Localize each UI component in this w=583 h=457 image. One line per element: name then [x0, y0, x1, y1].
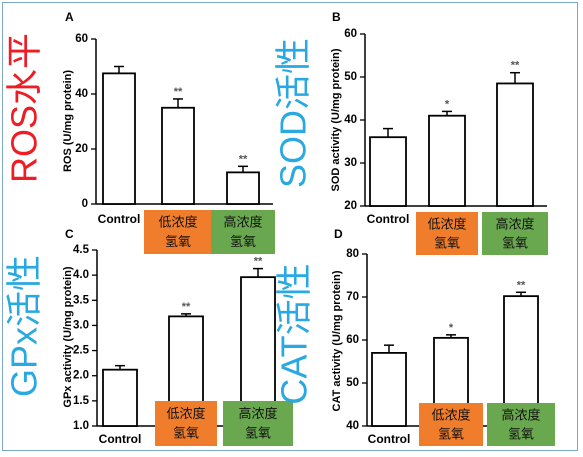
y-tick-label: 30 — [344, 157, 357, 169]
y-tick-label: 3.0 — [73, 319, 89, 331]
y-tick-label: 70 — [346, 291, 359, 303]
high-concentration-box — [211, 210, 275, 254]
bar — [102, 72, 136, 205]
low-concentration-box — [144, 210, 212, 254]
y-tick-label: 2.5 — [73, 345, 90, 357]
category-label: 氢氧 — [438, 426, 464, 441]
high-concentration-box — [482, 212, 548, 255]
panel-c: C GPx活性 GPx activity (U/mg protein) 1.0 1.5 2… — [4, 227, 293, 446]
y-axis-title: CAT activity (U/mg protein) — [331, 270, 343, 411]
panel-d: D CAT活性 CAT activity (U/mg protein)40 50 60 7… — [274, 227, 555, 446]
bar — [371, 351, 407, 427]
y-tick-label: 4.5 — [73, 244, 90, 256]
panel-a: A ROS水平 ROS (U/mg protein) 0 20 40 60 Control **… — [4, 10, 275, 254]
y-tick-label: 20 — [75, 143, 88, 155]
category-label: 低浓度 — [431, 407, 470, 422]
panel-letter: B — [332, 10, 341, 24]
y-tick-label: 60 — [344, 28, 357, 40]
panel-letter: C — [65, 227, 74, 241]
category-label: Control — [368, 432, 411, 446]
category-label: 低浓度 — [427, 216, 466, 231]
bar — [161, 106, 195, 205]
category-label: 氢氧 — [502, 235, 528, 250]
category-label: 氢氧 — [508, 426, 534, 441]
low-concentration-box — [155, 401, 217, 446]
y-tick-label: 20 — [344, 200, 357, 212]
y-axis-title: ROS (U/mg protein) — [62, 70, 74, 172]
panel-letter: D — [334, 227, 343, 241]
bar — [496, 82, 534, 207]
y-tick-label: 60 — [75, 33, 88, 45]
category-label: 高浓度 — [495, 216, 534, 231]
high-concentration-box — [223, 401, 293, 446]
y-tick-label: 2.0 — [73, 370, 89, 382]
significance-label: ** — [174, 86, 183, 98]
y-tick-label: 3.5 — [73, 294, 90, 306]
category-label: 氢氧 — [230, 234, 256, 249]
y-tick-label: 40 — [75, 88, 88, 100]
panel-b: B SOD活性 SOD activity (U/mg protein)20 30 40 5… — [273, 10, 548, 255]
y-axis-title: SOD activity (U/mg protein) — [330, 48, 342, 191]
significance-label: * — [449, 322, 454, 334]
y-tick-label: 60 — [346, 334, 359, 346]
bar — [226, 171, 260, 205]
panel-letter: A — [65, 10, 74, 24]
side-label: GPx活性 — [4, 255, 45, 397]
y-tick-label: 80 — [346, 248, 359, 260]
significance-label: ** — [182, 301, 191, 313]
category-label: 低浓度 — [166, 406, 205, 421]
y-axis-title: GPx activity (U/mg protein) — [62, 266, 74, 408]
y-tick-label: 1.5 — [73, 395, 90, 407]
side-label: CAT活性 — [274, 263, 315, 404]
bar — [369, 136, 407, 207]
category-label: 氢氧 — [173, 426, 199, 441]
significance-label: * — [445, 98, 450, 110]
y-tick-label: 0 — [82, 198, 88, 210]
significance-label: ** — [254, 256, 263, 268]
category-label: 氢氧 — [434, 235, 460, 250]
significance-label: ** — [239, 153, 248, 165]
y-tick-label: 4.0 — [73, 269, 89, 281]
category-label: 氢氧 — [165, 234, 191, 249]
y-tick-label: 40 — [344, 114, 357, 126]
category-label: Control — [98, 212, 141, 226]
significance-label: ** — [511, 60, 520, 72]
y-tick-label: 40 — [346, 420, 359, 432]
category-label: 高浓度 — [238, 406, 277, 421]
category-label: 高浓度 — [501, 407, 540, 422]
side-label: ROS水平 — [4, 33, 45, 183]
category-label: 低浓度 — [158, 215, 197, 230]
high-concentration-box — [487, 403, 555, 446]
category-label: Control — [99, 432, 142, 446]
category-label: 氢氧 — [245, 426, 271, 441]
figure-frame: A ROS水平 ROS (U/mg protein) 0 20 40 60 Control **… — [2, 2, 578, 451]
bar — [102, 368, 138, 427]
significance-label: ** — [517, 279, 526, 291]
low-concentration-box — [419, 403, 483, 446]
y-tick-label: 1.0 — [73, 420, 89, 432]
category-label: 高浓度 — [223, 215, 262, 230]
low-concentration-box — [416, 212, 478, 255]
y-tick-label: 50 — [346, 377, 359, 389]
bar — [428, 114, 466, 207]
y-tick-label: 50 — [344, 71, 357, 83]
category-label: Control — [367, 212, 410, 226]
side-label: SOD活性 — [273, 38, 314, 188]
